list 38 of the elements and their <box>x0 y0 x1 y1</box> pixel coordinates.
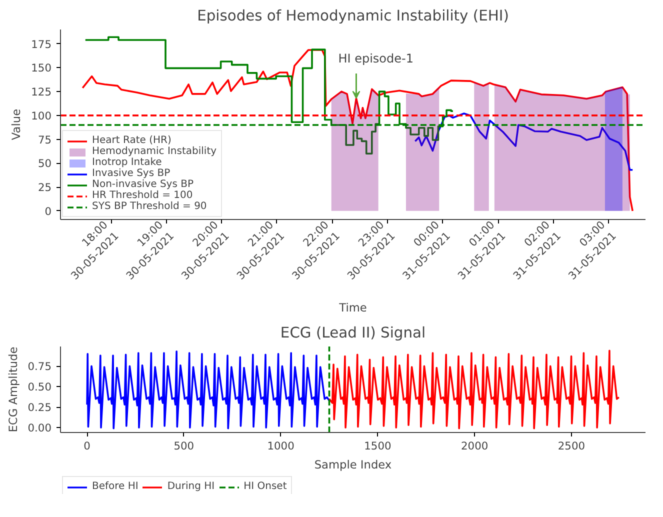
y-tick-label: 25 <box>38 181 52 194</box>
y-tick-label: 0 <box>44 204 52 218</box>
x-tick-label: 2000 <box>461 440 488 452</box>
line-series <box>86 350 330 430</box>
y-tick-label: 175 <box>31 38 52 51</box>
x-tick-label: 1000 <box>267 440 295 452</box>
line-series <box>328 350 620 430</box>
line-series <box>414 112 634 171</box>
y-tick-label: 100 <box>31 109 52 122</box>
y-tick-label: 125 <box>31 86 52 99</box>
legend-label: Before HI <box>92 481 138 492</box>
legend-label: Hemodynamic Instability <box>92 146 217 157</box>
legend-label: Heart Rate (HR) <box>92 135 172 146</box>
y-tick-label: 0.50 <box>28 380 52 394</box>
legend-label: During HI <box>167 481 215 492</box>
y-tick-label: 150 <box>31 62 52 75</box>
chart-title: ECG (Lead II) Signal <box>280 324 426 342</box>
legend-label: Non-invasive Sys BP <box>92 179 194 190</box>
legend-label: Inotrop Intake <box>92 157 162 168</box>
annotation: HI episode-1 <box>338 52 414 66</box>
y-axis-title: ECG Amplitude <box>6 346 20 432</box>
x-axis-title: Sample Index <box>314 458 392 472</box>
legend-label: Invasive Sys BP <box>92 168 170 179</box>
y-axis-title: Value <box>9 108 24 140</box>
x-axis-title: Time <box>338 300 367 315</box>
x-tick-label: 500 <box>174 440 194 452</box>
chart-title: Episodes of Hemodynamic Instability (EHI) <box>197 8 509 24</box>
x-tick-label: 1500 <box>364 440 392 452</box>
y-tick-label: 0.00 <box>28 422 52 435</box>
x-tick-label: 2500 <box>558 440 586 452</box>
y-tick-label: 75 <box>38 133 52 146</box>
legend-label: HR Threshold = 100 <box>92 190 193 201</box>
y-tick-label: 0.25 <box>28 401 52 414</box>
y-tick-label: 0.75 <box>28 360 52 374</box>
x-tick-label: 0 <box>84 440 91 452</box>
legend-label: HI Onset <box>244 481 287 492</box>
y-tick-label: 50 <box>38 157 52 170</box>
legend-label: SYS BP Threshold = 90 <box>92 201 207 212</box>
